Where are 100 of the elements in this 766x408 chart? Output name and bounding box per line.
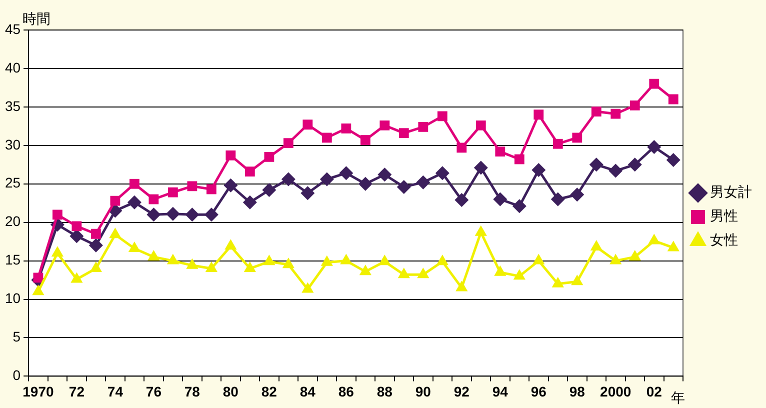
- point: [168, 187, 178, 198]
- point: [109, 228, 122, 238]
- x-tick-label: 76: [146, 383, 162, 400]
- y-tick-label: 40: [4, 59, 21, 76]
- point: [456, 142, 467, 153]
- point: [51, 246, 64, 257]
- point: [242, 195, 257, 210]
- point: [52, 210, 62, 220]
- y-tick-label: 45: [4, 20, 21, 37]
- point: [398, 268, 410, 278]
- x-tick-label: 94: [492, 383, 508, 400]
- x-tick-label: 86: [338, 383, 354, 400]
- y-tick-label: 25: [4, 174, 21, 191]
- x-tick-label: 90: [415, 383, 432, 400]
- point: [513, 269, 526, 280]
- point: [264, 152, 274, 162]
- point: [205, 261, 218, 272]
- point: [378, 254, 391, 266]
- point: [514, 154, 524, 164]
- point: [127, 195, 142, 210]
- point: [72, 221, 82, 232]
- point: [339, 166, 354, 180]
- x-tick-label: 74: [107, 383, 124, 400]
- point: [90, 261, 102, 272]
- legend-label: 男性: [710, 208, 738, 225]
- point: [570, 188, 584, 202]
- point: [608, 164, 623, 178]
- point: [610, 108, 621, 119]
- point: [416, 175, 430, 190]
- point: [380, 120, 390, 130]
- point: [146, 208, 161, 222]
- point: [648, 234, 660, 244]
- point: [282, 258, 294, 268]
- point: [494, 265, 506, 276]
- point: [186, 258, 198, 269]
- point: [628, 158, 642, 172]
- point: [204, 208, 218, 222]
- y-tick-label: 10: [4, 290, 21, 306]
- point: [32, 284, 44, 296]
- point: [589, 158, 604, 172]
- point: [88, 238, 103, 252]
- point: [647, 140, 662, 154]
- point: [185, 208, 200, 222]
- point: [224, 239, 237, 250]
- x-tick-label: 72: [68, 383, 85, 400]
- point: [571, 274, 584, 286]
- point: [532, 163, 546, 178]
- point: [262, 183, 276, 198]
- x-tick-label: 1970: [22, 383, 54, 400]
- point: [90, 228, 101, 239]
- point: [435, 166, 450, 180]
- point: [187, 181, 198, 192]
- point: [396, 180, 411, 194]
- point: [474, 160, 488, 175]
- point: [166, 206, 180, 221]
- x-tick-label: 2000: [600, 383, 632, 400]
- point: [129, 178, 140, 189]
- legend-label: 女性: [710, 232, 738, 249]
- point: [166, 254, 179, 264]
- point: [532, 254, 545, 264]
- x-tick-label: 96: [530, 383, 547, 400]
- y-tick-label: 5: [12, 328, 21, 345]
- y-tick-label: 30: [4, 136, 21, 152]
- y-tick-label: 15: [4, 252, 21, 268]
- y-tick-label: 20: [4, 213, 21, 230]
- point: [322, 132, 332, 143]
- point: [512, 199, 526, 214]
- point: [590, 240, 602, 250]
- x-tick-label: 78: [184, 383, 200, 400]
- point: [302, 120, 313, 130]
- point: [668, 94, 678, 104]
- point: [244, 166, 255, 177]
- point: [666, 153, 680, 168]
- point: [340, 254, 352, 264]
- point: [552, 138, 563, 149]
- point: [302, 282, 314, 293]
- point: [283, 138, 294, 148]
- point: [70, 229, 84, 244]
- point: [437, 111, 448, 122]
- x-axis-title: 年: [671, 390, 685, 407]
- point: [610, 254, 622, 264]
- y-tick-label: 35: [4, 98, 21, 114]
- point: [476, 120, 486, 130]
- point: [244, 261, 256, 272]
- point: [341, 124, 352, 134]
- point: [206, 184, 216, 194]
- point: [552, 276, 564, 288]
- point: [360, 135, 370, 145]
- x-tick-label: 84: [300, 383, 316, 400]
- point: [456, 280, 468, 292]
- x-tick-label: 98: [569, 383, 586, 400]
- point: [128, 241, 140, 252]
- point: [110, 196, 120, 206]
- point: [454, 193, 469, 208]
- point: [281, 172, 296, 186]
- point: [630, 100, 640, 110]
- x-tick-label: 80: [222, 383, 239, 400]
- point: [148, 194, 159, 204]
- point: [493, 192, 508, 206]
- point: [358, 176, 372, 191]
